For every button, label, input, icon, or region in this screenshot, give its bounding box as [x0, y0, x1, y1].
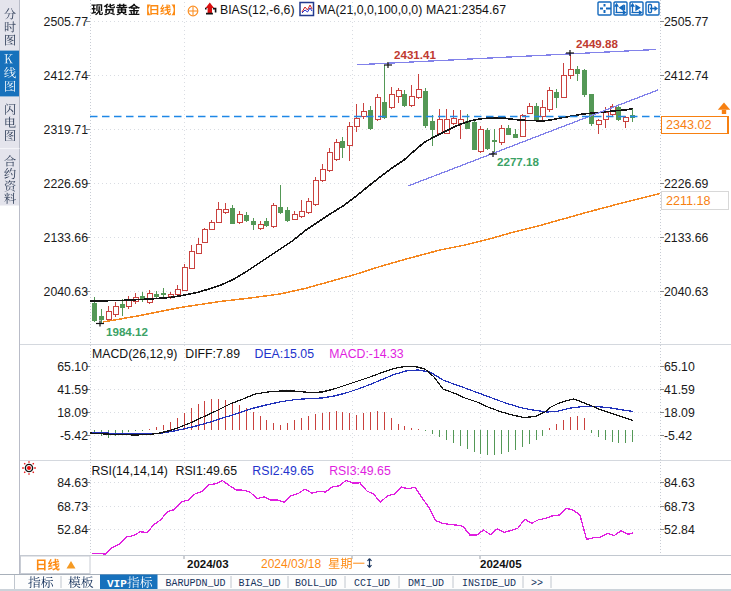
svg-text:2040.63: 2040.63	[44, 285, 89, 299]
svg-text:BARUPDN_UD: BARUPDN_UD	[165, 578, 225, 589]
svg-text:2040.63: 2040.63	[664, 285, 709, 299]
svg-text:65.10: 65.10	[57, 360, 88, 374]
svg-text:BOLL_UD: BOLL_UD	[295, 578, 337, 589]
svg-text:52.84: 52.84	[664, 523, 695, 537]
svg-text:2449.88: 2449.88	[576, 37, 618, 50]
svg-text:2133.66: 2133.66	[664, 231, 709, 245]
svg-text:84.63: 84.63	[57, 476, 88, 490]
svg-text:VIP: VIP	[107, 578, 127, 590]
svg-text:2277.18: 2277.18	[497, 155, 539, 168]
svg-text:2343.02: 2343.02	[666, 118, 712, 132]
svg-text:65.10: 65.10	[664, 360, 695, 374]
svg-text:DIFF:7.89: DIFF:7.89	[185, 347, 240, 361]
svg-text:68.73: 68.73	[664, 500, 695, 514]
svg-text:>>: >>	[531, 578, 543, 589]
svg-text:RSI2:49.65: RSI2:49.65	[252, 464, 314, 478]
svg-text:RSI(14,14,14): RSI(14,14,14)	[91, 464, 168, 478]
svg-text:2505.77: 2505.77	[664, 15, 709, 29]
svg-text:CCI_UD: CCI_UD	[354, 578, 390, 589]
svg-text:2226.69: 2226.69	[44, 177, 89, 191]
svg-text:2412.74: 2412.74	[44, 69, 89, 83]
svg-text:RSI1:49.65: RSI1:49.65	[176, 464, 238, 478]
svg-text:MA21:2354.67: MA21:2354.67	[426, 3, 506, 17]
svg-text:2133.66: 2133.66	[44, 231, 89, 245]
svg-text:52.84: 52.84	[57, 523, 88, 537]
svg-text:2024/03: 2024/03	[187, 558, 229, 570]
svg-text:MACD:-14.33: MACD:-14.33	[329, 347, 404, 361]
svg-text:2024/03/18: 2024/03/18	[261, 557, 321, 571]
svg-text:41.59: 41.59	[664, 383, 695, 397]
svg-text:2412.74: 2412.74	[664, 69, 709, 83]
svg-text:2226.69: 2226.69	[664, 177, 709, 191]
svg-text:DMI_UD: DMI_UD	[408, 578, 444, 589]
svg-text:18.09: 18.09	[57, 406, 88, 420]
svg-text:MA(21,0,0,100,0,0): MA(21,0,0,100,0,0)	[317, 3, 422, 17]
svg-text:2319.71: 2319.71	[44, 123, 89, 137]
svg-text:2431.41: 2431.41	[394, 48, 436, 61]
svg-text:-5.42: -5.42	[664, 429, 692, 443]
svg-text:-5.42: -5.42	[60, 429, 88, 443]
svg-text:2211.18: 2211.18	[666, 194, 711, 208]
svg-text:RSI3:49.65: RSI3:49.65	[329, 464, 391, 478]
svg-text:18.09: 18.09	[664, 406, 695, 420]
svg-text:68.73: 68.73	[57, 500, 88, 514]
svg-text:DEA:15.05: DEA:15.05	[255, 347, 315, 361]
svg-text:BIAS(12,-6,6): BIAS(12,-6,6)	[220, 3, 295, 17]
svg-text:84.63: 84.63	[664, 476, 695, 490]
svg-text:2505.77: 2505.77	[44, 15, 89, 29]
svg-text:41.59: 41.59	[57, 383, 88, 397]
svg-text:INSIDE_UD: INSIDE_UD	[462, 578, 516, 589]
svg-text:MACD(26,12,9): MACD(26,12,9)	[92, 347, 177, 361]
svg-text:BIAS_UD: BIAS_UD	[238, 578, 280, 589]
svg-text:1984.12: 1984.12	[106, 325, 148, 338]
svg-text:2024/05: 2024/05	[480, 558, 522, 570]
